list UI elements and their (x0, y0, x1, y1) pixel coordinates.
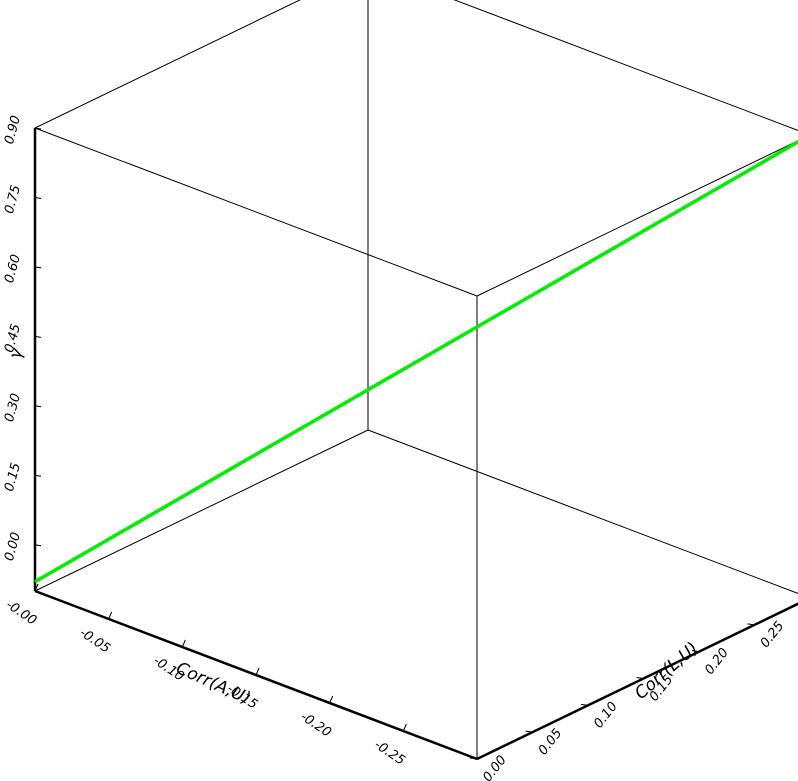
x-tick-mark (255, 667, 260, 676)
x-tick-mark (181, 639, 186, 648)
x-tick-label: -0.05 (77, 625, 113, 656)
z-tick-mark (34, 127, 42, 130)
z-tick-label: 0.75 (2, 184, 24, 216)
z-tick-label: 0.45 (2, 322, 24, 354)
box-edge-top-front (34, 127, 478, 297)
y-tick-mark (525, 730, 533, 733)
box-edge-bottom-back (367, 429, 798, 594)
y-tick-label: 0.05 (536, 726, 566, 758)
z-tick-mark (34, 405, 42, 408)
box-edge-top-right (476, 140, 798, 297)
z-tick-label: 0.90 (2, 114, 24, 146)
z-tick-label: 0.00 (2, 531, 24, 563)
box-edge-top-back (453, 0, 798, 131)
z-tick-label: 0.60 (2, 253, 24, 285)
y-tick-label: 0.20 (702, 646, 732, 678)
x-tick-mark (34, 583, 39, 592)
z-tick-mark (34, 544, 42, 547)
y-tick-mark (747, 623, 755, 626)
z-tick-label: 0.30 (2, 392, 24, 424)
z-tick-mark (34, 196, 42, 199)
series-layer (34, 139, 798, 584)
y-tick-label: 0.25 (758, 619, 788, 651)
x-tick-mark (329, 695, 334, 704)
series-line-0 (34, 139, 798, 584)
x-tick-label: -0.00 (3, 597, 39, 628)
x-tick-label: -0.25 (371, 737, 407, 768)
box-edge-top-left (34, 0, 301, 129)
y-tick-label: 0.00 (480, 753, 510, 781)
x-axis-title: Corr(A,U) (173, 658, 254, 709)
y-axis-line (476, 602, 798, 761)
z-tick-mark (34, 335, 42, 338)
x-tick-mark (402, 723, 407, 732)
z-tick-mark (34, 474, 42, 477)
z-tick-label: 0.15 (2, 461, 24, 493)
z-tick-mark (34, 266, 42, 269)
x-tick-mark (108, 611, 113, 620)
ticks-layer: 0.00 0.15 0.30 0.45 0.60 0.75 0.90 -0.00 -0.05 -0… (2, 114, 788, 781)
y-tick-mark (691, 650, 700, 653)
y-tick-mark (636, 677, 644, 679)
y-tick-mark (469, 757, 478, 760)
x-tick-label: -0.20 (298, 709, 334, 740)
y-tick-label: 0.10 (591, 699, 621, 731)
box-edge-bottom-left (34, 429, 369, 592)
y-tick-mark (580, 703, 589, 706)
